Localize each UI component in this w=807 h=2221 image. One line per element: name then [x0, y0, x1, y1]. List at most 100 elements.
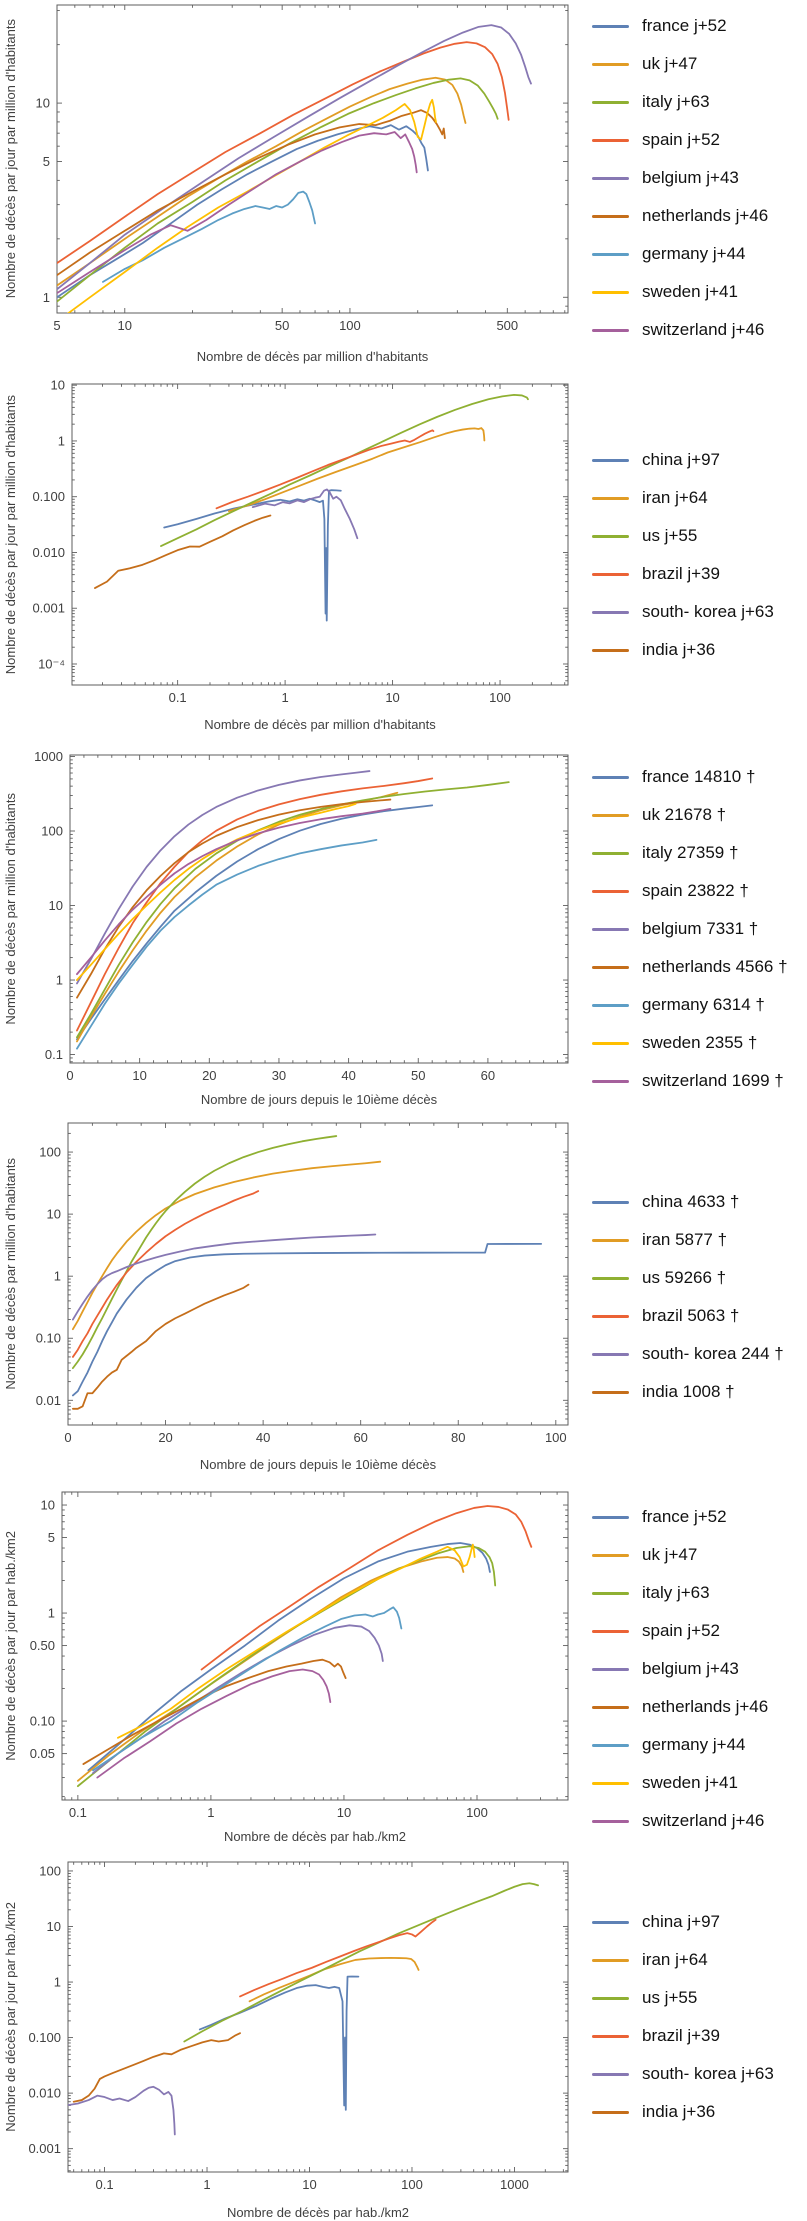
y-tick-label: 1000 — [34, 749, 63, 764]
y-tick-label: 10 — [47, 1207, 61, 1222]
y-tick-label: 1 — [43, 290, 50, 305]
legend-item-uk: uk 21678 † — [592, 802, 726, 828]
series-line-us — [160, 393, 529, 548]
legend-line-swatch — [592, 775, 629, 779]
series-line-iran — [228, 427, 486, 513]
legend-item-switzerland: switzerland 1699 † — [592, 1068, 784, 1094]
series-line-sweden — [67, 98, 437, 313]
legend-item-iran: iran j+64 — [592, 485, 708, 511]
legend-line-swatch — [592, 458, 629, 462]
legend-item-label: italy 27359 † — [642, 843, 739, 862]
x-tick-label: 10 — [385, 690, 399, 705]
y-axis-label: Nombre de décès par jour par hab./km2 — [1, 1862, 19, 2172]
plot-frame — [61, 1491, 569, 1801]
legend-item-label: sweden 2355 † — [642, 1033, 758, 1052]
x-tick-label: 0 — [66, 1068, 73, 1083]
x-tick-label: 60 — [353, 1430, 367, 1445]
y-tick-label: 0.10 — [36, 1331, 61, 1346]
series-line-germany — [102, 190, 316, 283]
legend-item-label: brazil j+39 — [642, 2026, 720, 2045]
legend-line-swatch — [592, 138, 629, 142]
legend-item-label: spain j+52 — [642, 130, 720, 149]
y-tick-label: 0.010 — [28, 2086, 61, 2101]
series-line-uk — [57, 76, 467, 287]
legend-item-label: italy j+63 — [642, 92, 710, 111]
y-tick-label: 1 — [56, 973, 63, 988]
y-tick-label: 5 — [48, 1530, 55, 1545]
x-tick-label: 100 — [545, 1430, 567, 1445]
legend-item-label: us j+55 — [642, 526, 698, 545]
legend-item-sweden: sweden j+41 — [592, 279, 738, 305]
legend-item-iran: iran j+64 — [592, 1947, 708, 1973]
x-tick-label: 10 — [118, 318, 132, 333]
x-tick-label: 100 — [466, 1805, 488, 1820]
legend-item-belgium: belgium j+43 — [592, 1656, 739, 1682]
legend-item-france: france j+52 — [592, 1504, 727, 1530]
legend-line-swatch — [592, 1515, 629, 1519]
y-tick-label: 0.001 — [32, 601, 65, 616]
legend-item-label: italy j+63 — [642, 1583, 710, 1602]
legend-item-us: us j+55 — [592, 523, 697, 549]
series-line-india — [72, 2032, 241, 2103]
y-tick-label: 10⁻⁴ — [38, 656, 65, 671]
series-group — [71, 1135, 543, 1410]
series-line-china — [163, 489, 342, 622]
legend-line-swatch — [592, 648, 629, 652]
series-line-china — [71, 1242, 543, 1397]
chart-world-daily-vs-cumulative-density: 0.1 1 10 100 1000 0.001 0.010 0.100 1 10 100 Nombr… — [0, 1850, 807, 2221]
legend-item-germany: germany j+44 — [592, 241, 745, 267]
y-tick-label: 10 — [49, 898, 63, 913]
series-group — [68, 1882, 539, 2136]
legend-line-swatch — [592, 572, 629, 576]
legend-item-label: uk j+47 — [642, 54, 698, 73]
series-line-spain — [200, 1505, 533, 1671]
series-line-china — [198, 1975, 360, 2111]
chart-world-cumulative-vs-days: 0 20 40 60 80 100 0.01 0.10 1 10 100 Nombre de déc… — [0, 1110, 807, 1480]
legend-item-south-korea: south- korea 244 † — [592, 1341, 784, 1367]
x-tick-label: 0.1 — [169, 690, 187, 705]
legend-line-swatch — [592, 252, 629, 256]
legend-line-swatch — [592, 62, 629, 66]
y-tick-label: 0.001 — [28, 2141, 61, 2156]
legend-item-us: us j+55 — [592, 1985, 697, 2011]
y-axis-label: Nombre de décès par jour par hab./km2 — [1, 1492, 19, 1800]
legend-line-swatch — [592, 100, 629, 104]
legend: france j+52 uk j+47 italy j+63 spain j+52 be… — [592, 0, 807, 370]
legend-item-italy: italy j+63 — [592, 89, 710, 115]
legend-item-label: iran j+64 — [642, 488, 708, 507]
x-tick-label: 1 — [207, 1805, 214, 1820]
legend-item-india: india 1008 † — [592, 1379, 735, 1405]
legend-item-switzerland: switzerland j+46 — [592, 317, 764, 343]
legend-line-swatch — [592, 534, 629, 538]
legend-line-swatch — [592, 965, 629, 969]
x-tick-label: 100 — [401, 2177, 423, 2192]
y-tick-label: 0.01 — [36, 1393, 61, 1408]
legend-line-swatch — [592, 927, 629, 931]
legend-item-brazil: brazil j+39 — [592, 2023, 720, 2049]
legend-item-label: india j+36 — [642, 640, 716, 659]
series-line-iran — [71, 1160, 382, 1331]
legend-item-label: india j+36 — [642, 2102, 716, 2121]
legend-item-india: india j+36 — [592, 2099, 715, 2125]
plot-frame — [71, 383, 569, 686]
legend-item-netherlands: netherlands 4566 † — [592, 954, 788, 980]
y-tick-label: 100 — [39, 1145, 61, 1160]
plot-frame — [69, 754, 569, 1064]
y-axis-label: Nombre de décès par jour par million d'h… — [1, 5, 19, 313]
x-tick-label: 80 — [451, 1430, 465, 1445]
legend-line-swatch — [592, 1629, 629, 1633]
y-tick-label: 5 — [43, 154, 50, 169]
legend-item-label: switzerland j+46 — [642, 1811, 765, 1830]
y-tick-label: 100 — [39, 1863, 61, 1878]
legend-item-india: india j+36 — [592, 637, 715, 663]
legend-item-label: iran j+64 — [642, 1950, 708, 1969]
legend-item-brazil: brazil j+39 — [592, 561, 720, 587]
series-line-brazil — [71, 1190, 260, 1358]
legend-line-swatch — [592, 1276, 629, 1280]
legend-item-belgium: belgium 7331 † — [592, 916, 758, 942]
y-axis-label-text: Nombre de décès par million d'habitants — [2, 793, 18, 1025]
legend-line-swatch — [592, 889, 629, 893]
y-tick-label: 10 — [47, 1919, 61, 1934]
